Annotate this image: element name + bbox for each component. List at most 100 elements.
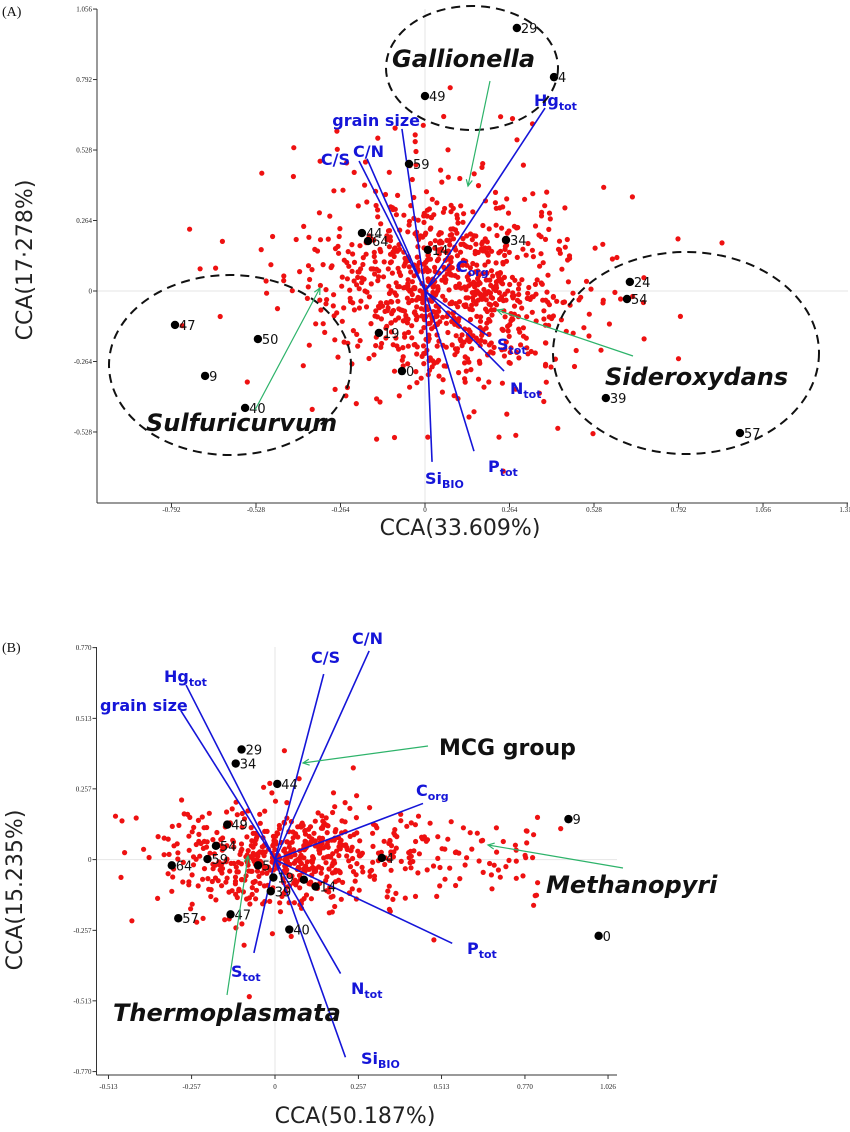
species-point (208, 887, 214, 893)
site-point (311, 882, 320, 891)
species-point (618, 296, 624, 302)
site-label: 4 (558, 71, 566, 86)
species-point (249, 838, 255, 844)
species-point (475, 376, 482, 382)
species-point (493, 260, 499, 266)
vector-label-subscript: org (428, 790, 449, 803)
species-point (185, 811, 191, 818)
species-point (354, 282, 360, 288)
species-point (458, 285, 464, 291)
pointer-arrow (254, 287, 321, 411)
species-point (214, 829, 220, 836)
species-point (425, 252, 431, 259)
species-point (335, 354, 341, 360)
species-point (439, 179, 445, 185)
species-point (519, 305, 525, 311)
species-point (490, 350, 496, 356)
species-point (331, 292, 337, 298)
species-point (195, 817, 201, 824)
species-point (614, 254, 620, 261)
species-point (199, 814, 205, 820)
species-point (368, 321, 374, 327)
site-point (363, 236, 373, 246)
species-point (187, 226, 193, 232)
species-point (239, 810, 245, 817)
species-point (326, 853, 332, 860)
species-point (305, 263, 312, 269)
vector-line (366, 158, 426, 292)
species-point (493, 222, 499, 228)
species-point (249, 868, 255, 874)
pointer-arrow (302, 745, 429, 764)
species-point (330, 860, 336, 866)
species-point (195, 883, 201, 889)
site-point (594, 931, 603, 941)
species-point (432, 264, 438, 270)
species-point (432, 238, 438, 244)
site-label: 29 (521, 22, 538, 37)
species-point (255, 850, 261, 857)
vector-label-main: C/S (321, 150, 350, 169)
species-point (320, 818, 326, 824)
site-label: 47 (235, 908, 252, 923)
site-label: 39 (610, 392, 627, 407)
species-point (197, 266, 203, 272)
species-point (373, 343, 379, 349)
site-label: 34 (240, 758, 257, 773)
panel-label: (B) (2, 641, 21, 656)
species-point (520, 873, 526, 879)
species-point (175, 850, 181, 856)
species-point (393, 890, 399, 897)
species-point (438, 167, 444, 173)
species-point (309, 858, 315, 864)
group-ellipse (385, 5, 559, 131)
species-point (464, 244, 470, 250)
site-point (226, 910, 235, 919)
species-point (395, 265, 401, 271)
species-point (179, 797, 185, 803)
species-point (546, 226, 552, 232)
species-point (238, 861, 244, 867)
species-point (453, 247, 459, 253)
species-point (257, 820, 263, 826)
species-point (413, 838, 419, 845)
species-point (213, 265, 219, 271)
species-point (406, 850, 412, 856)
species-point (309, 406, 315, 412)
site-point (357, 228, 367, 238)
species-point (427, 820, 433, 826)
species-point (193, 841, 199, 848)
species-point (239, 921, 245, 927)
species-point (308, 838, 314, 845)
species-point (466, 327, 472, 333)
species-point (347, 805, 353, 812)
species-point (412, 132, 418, 138)
species-point (388, 298, 394, 305)
species-point (382, 191, 389, 198)
site-point (285, 925, 294, 934)
species-point (512, 842, 519, 848)
vector-label-main: Si (361, 1049, 378, 1068)
species-point (351, 169, 357, 175)
species-point (166, 851, 172, 858)
species-point (440, 314, 446, 320)
vector-label-main: Si (425, 469, 442, 488)
species-point (485, 259, 491, 265)
species-point (539, 209, 545, 215)
species-point (458, 203, 464, 209)
species-point (391, 249, 397, 255)
species-point (542, 363, 549, 369)
species-point (439, 240, 445, 246)
y-axis-title: CCA(15.235%) (3, 810, 28, 971)
species-point (277, 900, 283, 906)
species-point (318, 870, 324, 876)
species-point (413, 297, 419, 303)
species-point (445, 174, 451, 180)
species-point (436, 251, 442, 257)
species-point (600, 241, 606, 247)
species-point (407, 384, 413, 390)
species-point (465, 295, 471, 301)
species-point (445, 836, 451, 842)
vector-line (274, 858, 453, 945)
species-point (415, 870, 421, 876)
